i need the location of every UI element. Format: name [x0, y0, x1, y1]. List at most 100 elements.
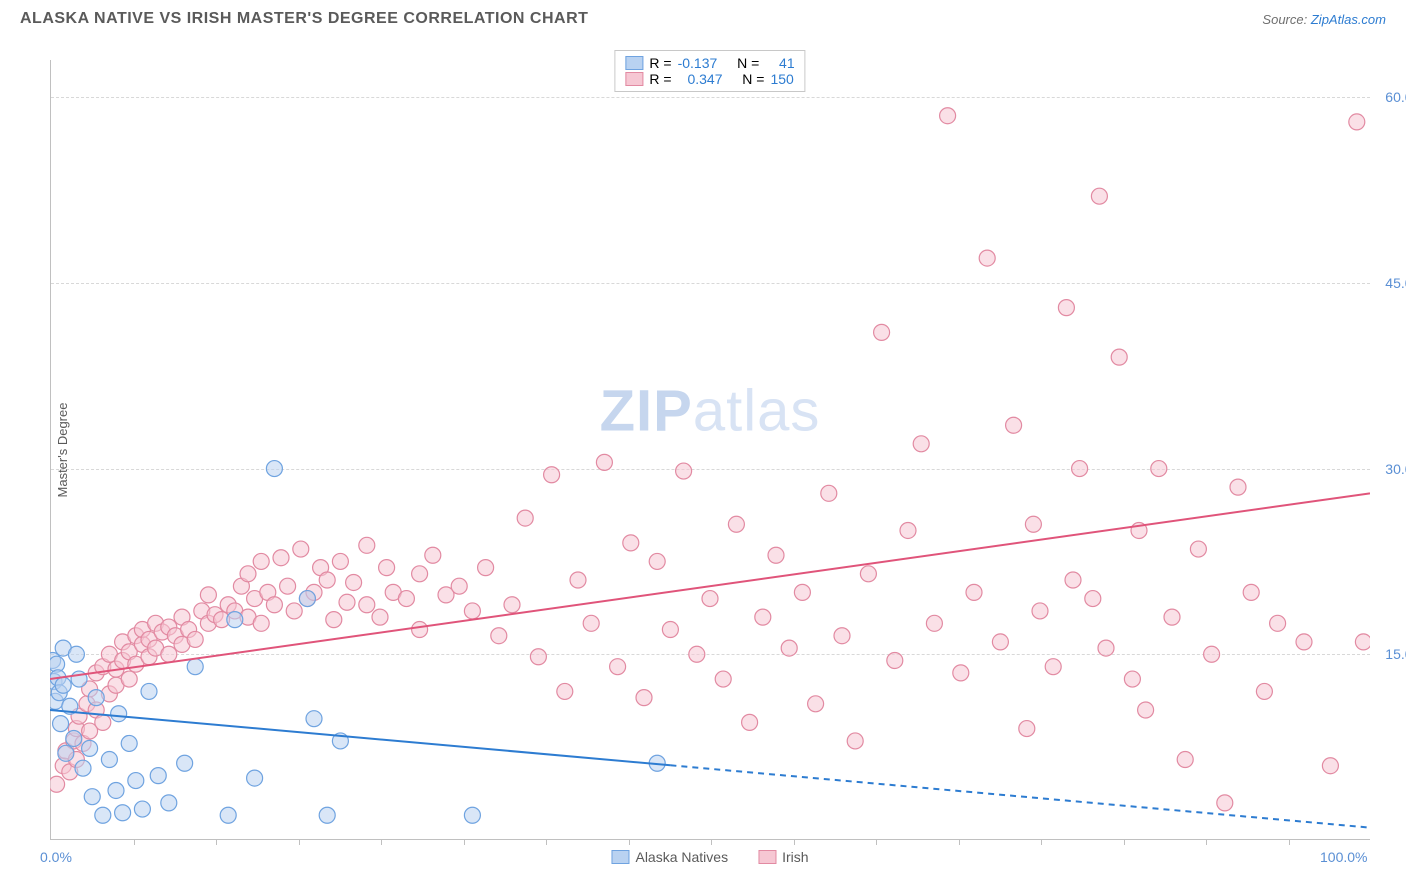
- data-point: [299, 591, 315, 607]
- data-point: [150, 768, 166, 784]
- data-point: [68, 646, 84, 662]
- data-point: [1177, 752, 1193, 768]
- data-point: [1355, 634, 1370, 650]
- data-point: [636, 690, 652, 706]
- data-point: [491, 628, 507, 644]
- data-point: [200, 587, 216, 603]
- data-point: [715, 671, 731, 687]
- data-point: [1349, 114, 1365, 130]
- data-point: [1111, 349, 1127, 365]
- data-point: [50, 776, 65, 792]
- data-point: [464, 807, 480, 823]
- data-point: [940, 108, 956, 124]
- data-point: [134, 801, 150, 817]
- legend-swatch-blue-icon: [611, 850, 629, 864]
- data-point: [273, 550, 289, 566]
- legend-row-1: R = -0.137 N = 41: [625, 55, 794, 71]
- data-point: [1124, 671, 1140, 687]
- data-point: [794, 584, 810, 600]
- data-point: [1019, 721, 1035, 737]
- data-point: [286, 603, 302, 619]
- data-point: [755, 609, 771, 625]
- data-point: [530, 649, 546, 665]
- data-point: [517, 510, 533, 526]
- data-point: [913, 436, 929, 452]
- data-point: [900, 522, 916, 538]
- data-point: [293, 541, 309, 557]
- data-point: [1151, 461, 1167, 477]
- data-point: [702, 591, 718, 607]
- data-point: [1164, 609, 1180, 625]
- data-point: [187, 659, 203, 675]
- data-point: [319, 807, 335, 823]
- data-point: [88, 690, 104, 706]
- data-point: [398, 591, 414, 607]
- y-tick-label: 60.0%: [1385, 89, 1406, 105]
- data-point: [768, 547, 784, 563]
- data-point: [464, 603, 480, 619]
- legend-swatch-blue: [625, 56, 643, 70]
- data-point: [1072, 461, 1088, 477]
- data-point: [1204, 646, 1220, 662]
- source-link[interactable]: ZipAtlas.com: [1311, 12, 1386, 27]
- data-point: [676, 463, 692, 479]
- data-point: [979, 250, 995, 266]
- data-point: [742, 714, 758, 730]
- data-point: [1085, 591, 1101, 607]
- data-point: [332, 553, 348, 569]
- data-point: [966, 584, 982, 600]
- data-point: [557, 683, 573, 699]
- data-point: [425, 547, 441, 563]
- data-point: [544, 467, 560, 483]
- trend-line: [50, 710, 670, 765]
- data-point: [187, 631, 203, 647]
- data-point: [781, 640, 797, 656]
- data-point: [1270, 615, 1286, 631]
- data-point: [821, 485, 837, 501]
- data-point: [728, 516, 744, 532]
- data-point: [95, 807, 111, 823]
- data-point: [58, 745, 74, 761]
- data-point: [689, 646, 705, 662]
- data-point: [874, 324, 890, 340]
- data-point: [247, 770, 263, 786]
- data-point: [372, 609, 388, 625]
- legend-swatch-pink: [625, 72, 643, 86]
- y-tick-label: 45.0%: [1385, 275, 1406, 291]
- data-point: [1243, 584, 1259, 600]
- data-point: [55, 677, 71, 693]
- data-point: [359, 597, 375, 613]
- data-point: [326, 612, 342, 628]
- data-point: [84, 789, 100, 805]
- data-point: [1230, 479, 1246, 495]
- data-point: [1032, 603, 1048, 619]
- data-point: [95, 714, 111, 730]
- chart-title: ALASKA NATIVE VS IRISH MASTER'S DEGREE C…: [20, 10, 588, 28]
- data-point: [834, 628, 850, 644]
- trend-line-dashed: [670, 765, 1370, 827]
- data-point: [75, 760, 91, 776]
- legend-item-alaska: Alaska Natives: [611, 849, 728, 865]
- data-point: [412, 622, 428, 638]
- data-point: [115, 805, 131, 821]
- data-point: [860, 566, 876, 582]
- data-point: [220, 807, 236, 823]
- series-legend: Alaska Natives Irish: [611, 849, 808, 865]
- data-point: [82, 740, 98, 756]
- legend-swatch-pink-icon: [758, 850, 776, 864]
- data-point: [1256, 683, 1272, 699]
- x-tick-label: 100.0%: [1320, 849, 1367, 865]
- data-point: [101, 752, 117, 768]
- chart-area: ZIPatlas Master's Degree R = -0.137 N = …: [50, 60, 1370, 840]
- y-tick-label: 15.0%: [1385, 646, 1406, 662]
- data-point: [887, 652, 903, 668]
- data-point: [253, 553, 269, 569]
- plot-svg: [50, 60, 1370, 840]
- correlation-legend: R = -0.137 N = 41 R = 0.347 N = 150: [614, 50, 805, 92]
- legend-row-2: R = 0.347 N = 150: [625, 71, 794, 87]
- data-point: [1065, 572, 1081, 588]
- data-point: [108, 782, 124, 798]
- data-point: [847, 733, 863, 749]
- data-point: [121, 735, 137, 751]
- data-point: [1190, 541, 1206, 557]
